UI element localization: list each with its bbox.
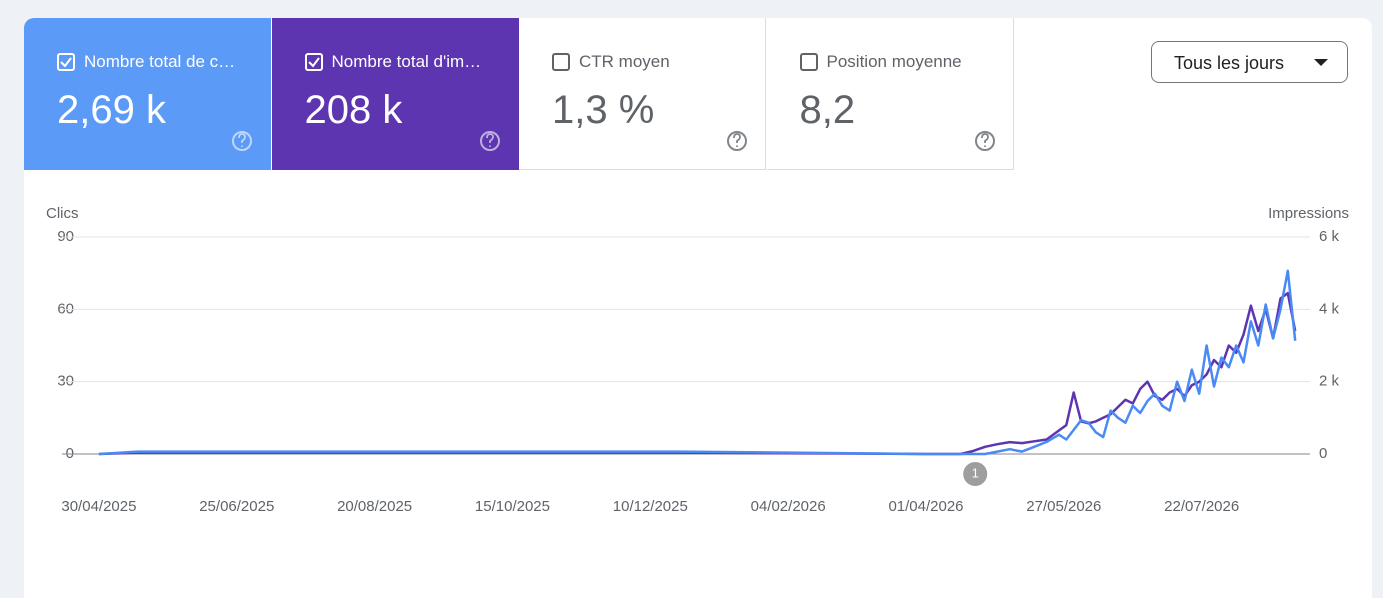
tile-icons: [57, 53, 252, 151]
metric-tile[interactable]: Position moyenne 8,2: [766, 18, 1014, 170]
y-tick-label: 30: [57, 373, 74, 390]
y2-tick-label: 0: [1319, 445, 1327, 462]
metric-value: 8,2: [799, 88, 856, 132]
metric-label: Nombre total d'im…: [331, 52, 482, 71]
help-icon: [479, 131, 500, 151]
help-icon-mark: [980, 133, 989, 147]
tile-icons: [799, 53, 995, 151]
chart: Clics Impressions 0 30 60 90 0 2 k 4 k 6 k 30/04/2…: [46, 205, 1349, 515]
metric-tile[interactable]: CTR moyen 1,3 %: [519, 18, 766, 170]
annotation-marker: [963, 462, 988, 486]
series-line: [98, 269, 1297, 456]
metric-value: 208 k: [304, 88, 403, 132]
checkbox: [57, 53, 75, 71]
dropdown-arrow: [1314, 59, 1328, 66]
y2-tick-label: 2 k: [1319, 373, 1340, 390]
performance-card: Tous les jours Clics Impressions 0 30 60 90 0 2…: [24, 18, 1372, 598]
x-tick-label: 27/05/2026: [1026, 498, 1101, 515]
help-icon: [727, 131, 747, 151]
x-tick-label: 01/04/2026: [888, 498, 963, 515]
checkbox: [552, 53, 570, 71]
x-tick-label: 30/04/2025: [61, 498, 136, 515]
tile-icons: [304, 53, 500, 151]
checkmark: [307, 57, 320, 68]
y-tick-label: 90: [57, 228, 74, 245]
checkmark: [60, 57, 72, 68]
x-tick-label: 15/10/2025: [475, 498, 550, 515]
date-filter-button[interactable]: Tous les jours: [1151, 41, 1348, 83]
y2-axis-title: Impressions: [1268, 205, 1349, 222]
metric-tile[interactable]: Nombre total d'im… 208 k: [271, 18, 519, 170]
metric-label: Nombre total de c…: [84, 52, 236, 71]
y2-tick-label: 4 k: [1319, 300, 1340, 317]
checkbox: [304, 53, 323, 71]
metric-value: 2,69 k: [57, 88, 166, 132]
metric-label: CTR moyen: [579, 52, 670, 71]
metric-label: Position moyenne: [826, 52, 962, 71]
metric-value: 1,3 %: [552, 88, 655, 132]
y-axis-title: Clics: [46, 205, 79, 222]
checkbox: [799, 53, 818, 71]
y2-tick-label: 6 k: [1319, 228, 1340, 245]
series-line: [98, 291, 1297, 456]
y-tick-label: 0: [66, 445, 74, 462]
x-tick-label: 25/06/2025: [199, 498, 274, 515]
x-tick-label: 10/12/2025: [613, 498, 688, 515]
x-tick-label: 22/07/2026: [1164, 498, 1239, 515]
y-tick-label: 60: [57, 300, 74, 317]
tile-icons: [552, 53, 747, 151]
help-icon: [232, 131, 252, 151]
x-tick-label: 20/08/2025: [337, 498, 412, 515]
date-filter-label: Tous les jours: [1174, 53, 1285, 73]
help-icon-mark: [733, 133, 741, 147]
x-tick-label: 04/02/2026: [751, 498, 826, 515]
metric-tile[interactable]: Nombre total de c… 2,69 k: [24, 18, 271, 170]
help-icon: [974, 131, 995, 151]
annotation-label: 1: [972, 465, 979, 480]
help-icon-mark: [238, 133, 246, 147]
help-icon-mark: [485, 133, 494, 147]
